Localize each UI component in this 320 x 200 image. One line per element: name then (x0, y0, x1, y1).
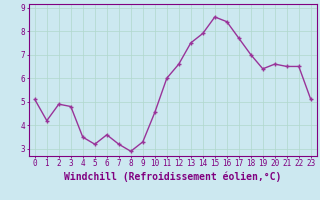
X-axis label: Windchill (Refroidissement éolien,°C): Windchill (Refroidissement éolien,°C) (64, 171, 282, 182)
